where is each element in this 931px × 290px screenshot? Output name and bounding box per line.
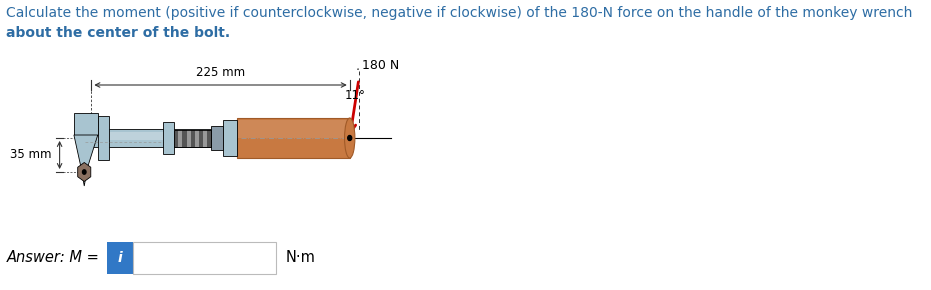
Ellipse shape — [344, 118, 355, 158]
Bar — [133, 242, 276, 274]
Bar — [182, 130, 186, 146]
Bar — [223, 120, 236, 156]
Bar — [163, 122, 174, 154]
Bar — [203, 130, 208, 146]
Bar — [174, 130, 178, 146]
Text: i: i — [117, 251, 122, 265]
Bar — [85, 132, 216, 140]
Bar — [236, 118, 350, 158]
Bar — [238, 120, 348, 138]
Circle shape — [347, 135, 352, 140]
Bar — [199, 130, 203, 146]
Bar — [191, 130, 195, 146]
Bar — [98, 116, 109, 160]
Circle shape — [83, 170, 86, 174]
Bar — [74, 113, 98, 135]
Bar — [84, 129, 218, 147]
Bar — [211, 126, 223, 150]
Polygon shape — [77, 162, 91, 182]
Text: 35 mm: 35 mm — [10, 148, 51, 162]
Bar — [178, 130, 182, 146]
Bar — [208, 130, 211, 146]
Text: N·m: N·m — [285, 251, 316, 266]
Polygon shape — [74, 135, 98, 186]
Bar — [107, 242, 133, 274]
Text: 225 mm: 225 mm — [196, 66, 245, 79]
Text: about the center of the bolt.: about the center of the bolt. — [7, 26, 231, 40]
Text: Calculate the moment (positive if counterclockwise, negative if clockwise) of th: Calculate the moment (positive if counte… — [7, 6, 912, 20]
Bar — [186, 130, 191, 146]
Text: 180 N: 180 N — [362, 59, 399, 72]
Bar — [195, 130, 199, 146]
Text: 11°: 11° — [344, 89, 365, 102]
Bar — [174, 130, 211, 146]
Text: Answer: M =: Answer: M = — [7, 251, 100, 266]
